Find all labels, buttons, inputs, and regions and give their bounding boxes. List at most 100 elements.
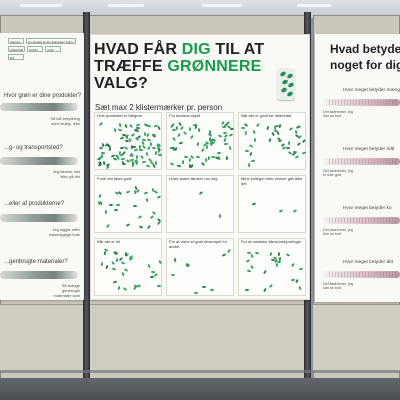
sticker-marker bbox=[247, 163, 251, 168]
sticker-marker bbox=[131, 162, 135, 167]
sticker-marker bbox=[285, 253, 290, 258]
sticker-marker bbox=[287, 141, 290, 146]
sticker-marker bbox=[129, 257, 134, 262]
right-question-block: Hvor meget betyder ko Det skæmmer, jeg k… bbox=[323, 206, 400, 237]
sticker-marker bbox=[268, 137, 272, 143]
right-note: Det skæmmer, jeg kan se bort bbox=[323, 282, 353, 291]
right-question: Hvor meget betyder det bbox=[343, 260, 394, 265]
ceiling bbox=[0, 0, 400, 18]
sticker-marker bbox=[298, 285, 302, 291]
sticker-dot bbox=[287, 81, 295, 89]
left-scale bbox=[0, 214, 78, 222]
left-note: Jeg kigger efter bæredygtige krav bbox=[49, 227, 80, 237]
sticker-marker bbox=[210, 288, 215, 291]
sticker-markers bbox=[239, 247, 307, 297]
sticker-marker bbox=[207, 156, 210, 161]
right-title-line: Hvad betyder bbox=[330, 42, 400, 56]
sticker-marker bbox=[112, 157, 118, 162]
option-label: Mine kolleger eller venner gør ikke det bbox=[241, 176, 303, 186]
sticker-marker bbox=[122, 286, 128, 291]
sticker-marker bbox=[250, 265, 255, 270]
sticker-marker bbox=[222, 131, 227, 134]
left-poster: Interreg Co-funded by the European Union… bbox=[0, 33, 84, 300]
title-part: TIL AT bbox=[210, 41, 265, 58]
sticker-markers bbox=[95, 247, 163, 297]
sticker-marker bbox=[247, 269, 252, 273]
sticker-marker bbox=[145, 197, 149, 202]
left-scale bbox=[0, 271, 78, 279]
sticker-marker bbox=[125, 223, 131, 228]
right-question: Hvor meget betyder ko bbox=[343, 206, 392, 211]
main-poster: HVAD FÅR DIG TIL AT TRÆFFE GRØNNERE VALG… bbox=[90, 34, 310, 300]
sticker-marker bbox=[266, 125, 270, 131]
sticker-marker bbox=[200, 162, 205, 167]
option-cell-good-example: For at være et godt eksempel for andre bbox=[166, 238, 234, 296]
floor bbox=[0, 378, 400, 400]
sticker-marker bbox=[132, 204, 138, 207]
sticker-marker bbox=[109, 203, 114, 207]
title-part: VALG? bbox=[94, 75, 149, 92]
left-question: ...eller af produkterne? bbox=[4, 201, 65, 207]
sticker-marker bbox=[198, 191, 204, 196]
option-label: For at mindske klima-bekymringer bbox=[241, 239, 302, 244]
sticker-marker bbox=[205, 145, 208, 150]
option-label: For klodens skyld bbox=[169, 113, 201, 118]
sticker-marker bbox=[254, 251, 260, 256]
sticker-marker bbox=[157, 125, 162, 131]
sticker-marker bbox=[295, 278, 300, 283]
sticker-markers bbox=[167, 247, 235, 297]
sticker-marker bbox=[183, 130, 188, 136]
sticker-marker bbox=[124, 140, 129, 143]
sticker-marker bbox=[255, 122, 260, 128]
sticker-marker bbox=[201, 147, 206, 153]
sticker-marker bbox=[124, 123, 128, 128]
sticker-marker bbox=[248, 144, 254, 149]
sticker-marker bbox=[113, 128, 117, 133]
sticker-marker bbox=[121, 150, 127, 155]
sticker-marker bbox=[277, 252, 280, 257]
sticker-marker bbox=[143, 122, 148, 127]
floor-shadow bbox=[0, 370, 400, 373]
sticker-marker bbox=[292, 209, 298, 214]
sticker-grid: Hvis produktet er billigere For klodens … bbox=[94, 112, 308, 298]
right-poster: Hvad betyder noget for dig Hvor meget be… bbox=[315, 34, 400, 302]
sticker-marker bbox=[157, 153, 163, 157]
sticker-marker bbox=[156, 284, 162, 288]
sticker-marker bbox=[252, 129, 257, 135]
sticker-marker bbox=[197, 128, 201, 133]
option-label: Når det er let bbox=[97, 239, 121, 244]
left-question: ...genbrugte materialer? bbox=[4, 259, 68, 265]
option-cell-easy: Når det er let bbox=[94, 238, 162, 296]
sticker-marker bbox=[228, 133, 233, 138]
sticker-marker bbox=[216, 151, 222, 155]
right-note: Det skæmmer, jeg kan se bort bbox=[323, 110, 353, 119]
option-cell-others-opinion: Hvad andre tænker om mig bbox=[166, 175, 234, 233]
sticker-dot bbox=[286, 90, 294, 98]
sticker-marker bbox=[137, 215, 143, 220]
sticker-marker bbox=[156, 194, 162, 199]
sticker-marker bbox=[294, 154, 300, 159]
ceiling-light bbox=[20, 4, 62, 7]
left-note: Så lidt betydning som muligt, ikke bbox=[50, 116, 80, 126]
sticker-marker bbox=[190, 163, 194, 169]
sticker-marker bbox=[170, 273, 175, 277]
option-label: Når det er godt for helbredet bbox=[241, 113, 292, 118]
ceiling-light bbox=[297, 4, 331, 7]
sticker-marker bbox=[113, 208, 118, 211]
logo: Co-funded by the European Union bbox=[26, 38, 76, 44]
sticker-marker bbox=[112, 280, 118, 284]
sticker-marker bbox=[133, 190, 137, 195]
sticker-marker bbox=[108, 147, 112, 152]
sticker-markers bbox=[167, 184, 235, 234]
sticker-marker bbox=[204, 158, 208, 163]
right-note: Det skæmmer, jeg er ikke god bbox=[323, 169, 353, 178]
sticker-marker bbox=[153, 190, 159, 195]
sticker-marker bbox=[154, 272, 159, 277]
right-title-line: noget for dig bbox=[330, 58, 400, 72]
sticker-marker bbox=[152, 146, 157, 150]
right-question-block: Hvor meget betyder det Det skæmmer, jeg … bbox=[323, 260, 400, 291]
option-label: Fordi det føles godt bbox=[97, 176, 132, 181]
sticker-marker bbox=[116, 203, 121, 207]
sticker-marker bbox=[218, 213, 222, 218]
